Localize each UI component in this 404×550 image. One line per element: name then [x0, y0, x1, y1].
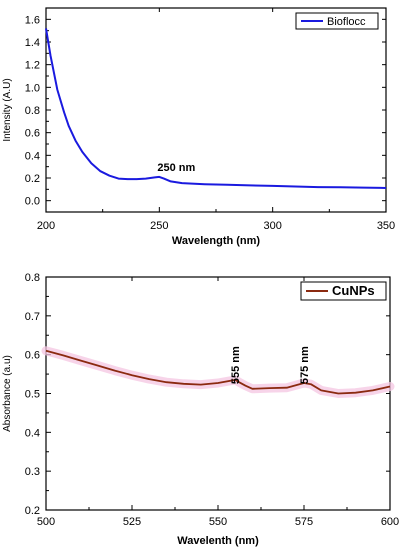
y-tick-label: 1.6 [25, 14, 40, 26]
y-tick-label: 0.6 [25, 128, 40, 140]
series-error-band [41, 346, 395, 398]
x-axis-title: Wavelength (nm) [172, 235, 261, 247]
x-tick-label: 600 [381, 516, 399, 528]
uv-vis-cunps-chart: 500 525 550 575 600 0.2 0.3 0.4 0.5 0.6 0.7 0.8 Wave… [2, 272, 399, 547]
series-line [45, 349, 391, 395]
y-tick-label: 0.3 [25, 466, 40, 478]
y-tick-label: 0.0 [25, 196, 40, 208]
y-tick-label: 0.7 [25, 311, 40, 323]
y-axis-title: Intensity (A.U) [2, 78, 13, 141]
peak-annotation: 555 nm [230, 346, 242, 384]
x-tick-label: 550 [209, 516, 227, 528]
legend-box [295, 12, 379, 30]
plot-frame [45, 7, 387, 213]
y-tick-label: 0.5 [25, 389, 40, 401]
uv-vis-bioflocc-chart: 200 250 300 350 0.0 0.2 0.4 0.6 0.8 1.0 1.2 1.4 1.6 W… [2, 7, 395, 247]
legend-box [300, 281, 387, 301]
y-axis-title: Absorbance (a.u) [2, 355, 13, 432]
x-tick-label: 575 [295, 516, 313, 528]
x-tick-label: 500 [37, 516, 55, 528]
series-line [45, 28, 387, 189]
legend-label: CuNPs [332, 283, 375, 298]
y-tick-label: 1.4 [25, 37, 40, 49]
x-tick-label: 200 [37, 220, 55, 232]
y-tick-label: 0.2 [25, 173, 40, 185]
peak-annotation: 575 nm [299, 346, 311, 384]
y-tick-label: 0.8 [25, 272, 40, 284]
y-tick-label: 0.6 [25, 350, 40, 362]
legend-label: Bioflocc [327, 16, 366, 28]
x-axis-title: Wavelenth (nm) [177, 535, 259, 547]
y-tick-label: 0.2 [25, 505, 40, 517]
peak-annotation: 250 nm [157, 162, 195, 174]
y-tick-label: 0.4 [25, 427, 40, 439]
y-tick-label: 1.2 [25, 60, 40, 72]
x-tick-label: 250 [150, 220, 168, 232]
x-tick-label: 525 [123, 516, 141, 528]
x-tick-label: 300 [263, 220, 281, 232]
y-tick-label: 1.0 [25, 82, 40, 94]
x-tick-label: 350 [377, 220, 395, 232]
y-tick-label: 0.8 [25, 105, 40, 117]
y-tick-label: 0.4 [25, 150, 40, 162]
